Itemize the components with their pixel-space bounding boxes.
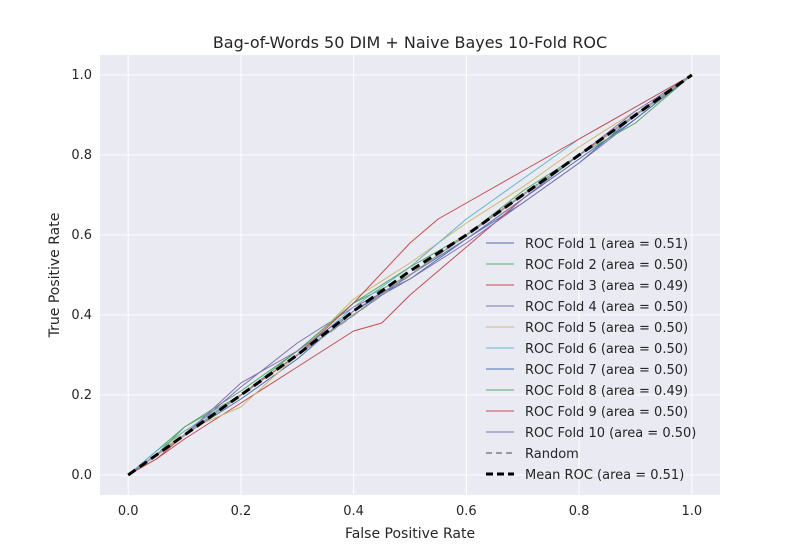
legend-label: ROC Fold 1 (area = 0.51): [525, 237, 688, 252]
x-tick-label: 0.8: [569, 504, 590, 519]
legend-label: ROC Fold 7 (area = 0.50): [525, 363, 688, 378]
y-axis-label: True Positive Rate: [47, 213, 63, 339]
legend-label: ROC Fold 6 (area = 0.50): [525, 342, 688, 357]
legend-label: ROC Fold 8 (area = 0.49): [525, 384, 688, 399]
legend-label: Mean ROC (area = 0.51): [525, 468, 684, 483]
x-axis-label: False Positive Rate: [345, 526, 475, 542]
series-line-5: [127, 74, 693, 476]
legend-label: Random: [525, 447, 579, 462]
x-tick-label: 0.0: [118, 504, 139, 519]
x-tick-label: 0.6: [456, 504, 477, 519]
x-tick-label: 1.0: [681, 504, 702, 519]
y-tick-label: 0.0: [71, 468, 92, 483]
legend: ROC Fold 1 (area = 0.51) ROC Fold 2 (area…: [486, 237, 696, 483]
y-tick-label: 1.0: [71, 68, 92, 83]
legend-label: ROC Fold 5 (area = 0.50): [525, 321, 688, 336]
x-tick-label: 0.2: [231, 504, 252, 519]
legend-label: ROC Fold 2 (area = 0.50): [525, 258, 688, 273]
tick-labels: 0.0 0.2 0.4 0.6 0.8 1.0 0.0 0.2 0.4 0.6 0.8 1.0: [71, 68, 702, 519]
legend-label: ROC Fold 3 (area = 0.49): [525, 279, 688, 294]
x-tick-label: 0.4: [343, 504, 364, 519]
y-tick-label: 0.8: [71, 148, 92, 163]
y-tick-label: 0.6: [71, 228, 92, 243]
legend-label: ROC Fold 9 (area = 0.50): [525, 405, 688, 420]
y-tick-label: 0.2: [71, 388, 92, 403]
chart-title: Bag-of-Words 50 DIM + Naive Bayes 10-Fol…: [213, 33, 607, 52]
legend-label: ROC Fold 10 (area = 0.50): [525, 426, 696, 441]
grid-lines: [100, 55, 720, 495]
series-layer: [127, 73, 693, 477]
series-line-12: [127, 73, 693, 477]
y-tick-label: 0.4: [71, 308, 92, 323]
legend-label: ROC Fold 4 (area = 0.50): [525, 300, 688, 315]
